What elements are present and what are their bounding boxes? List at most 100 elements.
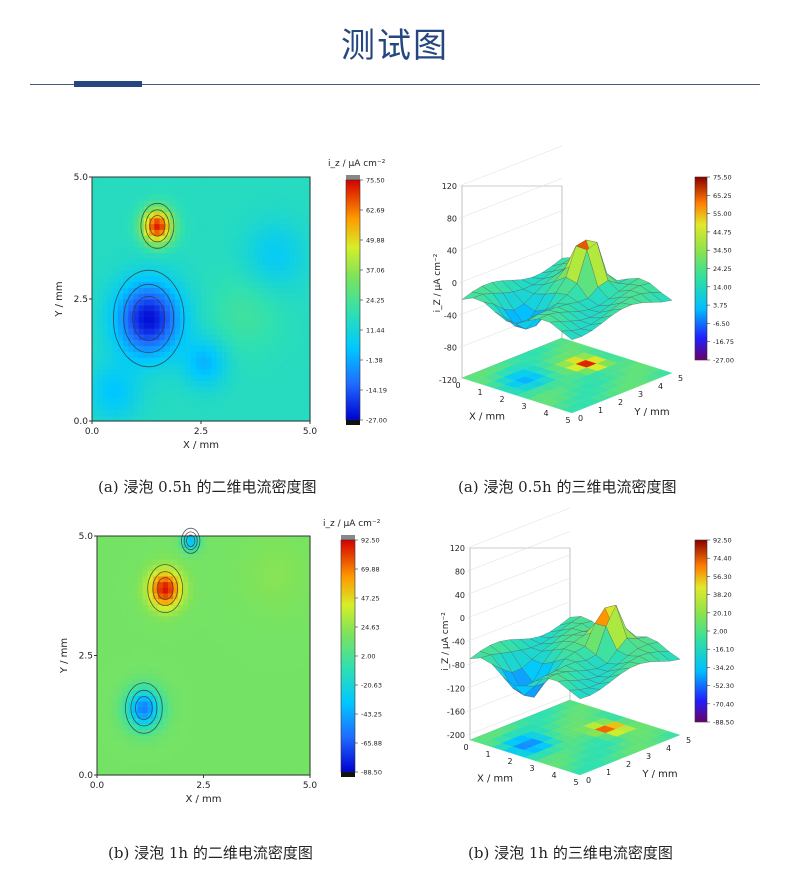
heatmap-cell — [218, 621, 225, 628]
heatmap-cell — [107, 649, 113, 657]
heatmap-cell — [195, 391, 202, 399]
heatmap-cell — [152, 627, 159, 634]
heatmap-cell — [185, 264, 192, 271]
heatmap-cell — [175, 322, 181, 329]
heatmap-cell — [254, 638, 260, 645]
heatmap-cell — [102, 386, 109, 393]
heatmap-cell — [273, 368, 280, 376]
heatmap-cell — [128, 299, 135, 306]
heatmap-cell — [206, 380, 212, 387]
heatmap-cell — [213, 723, 220, 731]
heatmap-cell — [128, 403, 135, 410]
heatmap-cell — [289, 752, 296, 759]
y-tick-label: 2.5 — [79, 652, 93, 662]
heatmap-cell — [117, 188, 124, 196]
heatmap-cell — [168, 769, 174, 776]
heatmap-cell — [274, 718, 281, 725]
heatmap-cell — [127, 615, 134, 622]
heatmap-cell — [201, 240, 207, 248]
heatmap-cell — [102, 757, 108, 765]
heatmap-cell — [228, 678, 235, 685]
heatmap-cell — [218, 587, 225, 594]
heatmap-cell — [132, 558, 139, 566]
heatmap-cell — [213, 558, 220, 566]
heatmap-cell — [294, 638, 301, 645]
heatmap-cell — [221, 397, 228, 405]
y-axis-label: Y / mm — [54, 281, 65, 317]
heatmap-cell — [211, 264, 218, 271]
heatmap-cell — [203, 570, 210, 577]
heatmap-cell — [132, 740, 139, 748]
heatmap-cell — [122, 735, 129, 742]
heatmap-cell — [279, 632, 286, 640]
heatmap-cell — [112, 252, 119, 259]
heatmap-cell — [299, 269, 306, 277]
heatmap-cell — [273, 258, 280, 265]
heatmap-cell — [213, 712, 220, 719]
heatmap-cell — [252, 391, 259, 399]
heatmap-cell — [157, 735, 164, 742]
heatmap-cell — [273, 252, 280, 259]
heatmap-cell — [239, 695, 245, 702]
heatmap-cell — [193, 558, 200, 566]
heatmap-cell — [185, 240, 192, 248]
heatmap-cell — [154, 351, 161, 358]
heatmap-cell — [258, 409, 264, 416]
heatmap-cell — [117, 644, 123, 651]
heatmap-cell — [263, 229, 270, 236]
heatmap-cell — [112, 592, 118, 600]
heatmap-cell — [138, 275, 145, 283]
heatmap-cell — [97, 632, 103, 640]
heatmap-cell — [112, 689, 118, 696]
heatmap-cell — [185, 211, 192, 219]
heatmap-cell — [164, 211, 171, 219]
heatmap-cell — [133, 287, 140, 294]
heatmap-cell — [122, 752, 129, 759]
heatmap-cell — [102, 391, 109, 399]
heatmap-cell — [304, 689, 311, 696]
heatmap-cell — [252, 345, 259, 352]
heatmap-cell — [175, 351, 181, 358]
heatmap-cell — [263, 333, 270, 341]
heatmap-cell — [228, 695, 235, 702]
heatmap-cell — [132, 683, 139, 691]
heatmap-cell — [284, 615, 291, 622]
heatmap-cell — [169, 380, 176, 387]
heatmap-cell — [203, 553, 210, 560]
heatmap-cell — [107, 252, 114, 259]
heatmap-cell — [258, 223, 264, 230]
heatmap-cell — [92, 310, 98, 318]
heatmap-cell — [294, 695, 301, 702]
heatmap-cell — [175, 281, 181, 288]
heatmap-cell — [102, 666, 108, 674]
heatmap-cell — [198, 553, 205, 560]
heatmap-cell — [208, 592, 215, 600]
heatmap-cell — [175, 391, 181, 399]
heatmap-cell — [185, 386, 192, 393]
heatmap-cell — [178, 644, 184, 651]
heatmap-cell — [278, 206, 285, 213]
heatmap-cell — [107, 333, 114, 341]
heatmap-cell — [168, 541, 174, 548]
heatmap-cell — [92, 177, 98, 184]
heatmap-cell — [97, 397, 103, 405]
heatmap-cell — [112, 246, 119, 254]
heatmap-cell — [147, 752, 154, 759]
heatmap-cell — [149, 386, 155, 393]
heatmap-cell — [264, 564, 271, 571]
heatmap-cell — [206, 362, 212, 370]
heatmap-cell — [218, 547, 225, 554]
heatmap-cell — [216, 275, 223, 283]
heatmap-cell — [289, 678, 296, 685]
heatmap-cell — [169, 194, 176, 201]
colorbar-tick-label: -6.50 — [713, 320, 730, 328]
heatmap-cell — [247, 194, 254, 201]
heatmap-cell — [258, 188, 264, 196]
heatmap-cell — [242, 310, 249, 318]
heatmap-cell — [143, 217, 150, 225]
heatmap-cell — [228, 604, 235, 611]
heatmap-cell — [211, 258, 218, 265]
heatmap-cell — [102, 695, 108, 702]
heatmap-cell — [221, 304, 228, 312]
heatmap-cell — [223, 706, 230, 713]
